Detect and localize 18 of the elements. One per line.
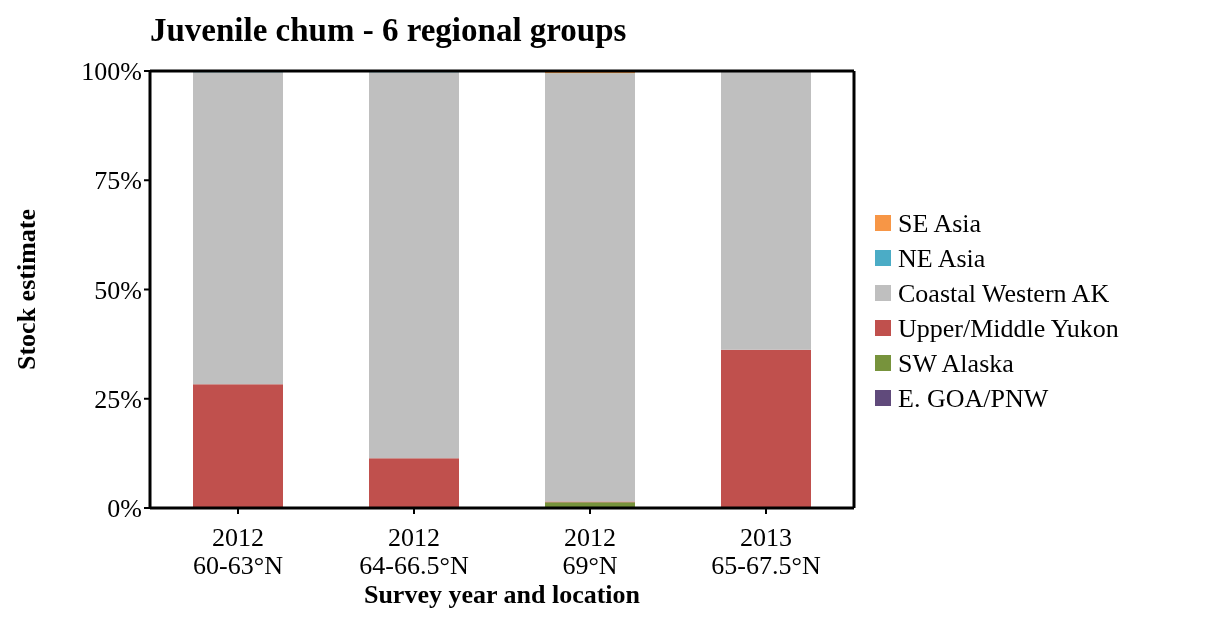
y-axis-title: Stock estimate [12,208,42,371]
legend-label: Coastal Western AK [898,277,1110,310]
y-tick-label: 50% [94,275,142,305]
x-tick-label: 2013 65-67.5°N [711,523,821,580]
chart-title: Juvenile chum - 6 regional groups [150,12,627,49]
y-tick-label: 100% [81,57,142,87]
x-tick-label: 2012 69°N [562,523,618,580]
x-tick-label: 2012 60-63°N [193,523,284,580]
y-tick-label: 75% [94,166,142,196]
legend-label: SW Alaska [898,347,1014,380]
y-tick-label: 25% [94,384,142,414]
x-axis-title: Survey year and location [363,580,641,609]
legend-label: NE Asia [898,242,986,275]
y-tick-label: 0% [107,494,142,524]
legend-label: E. GOA/PNW [898,382,1049,415]
legend-label: Upper/Middle Yukon [898,312,1119,345]
x-tick-label: 2012 64-66.5°N [359,523,469,580]
legend-label: SE Asia [898,207,982,240]
